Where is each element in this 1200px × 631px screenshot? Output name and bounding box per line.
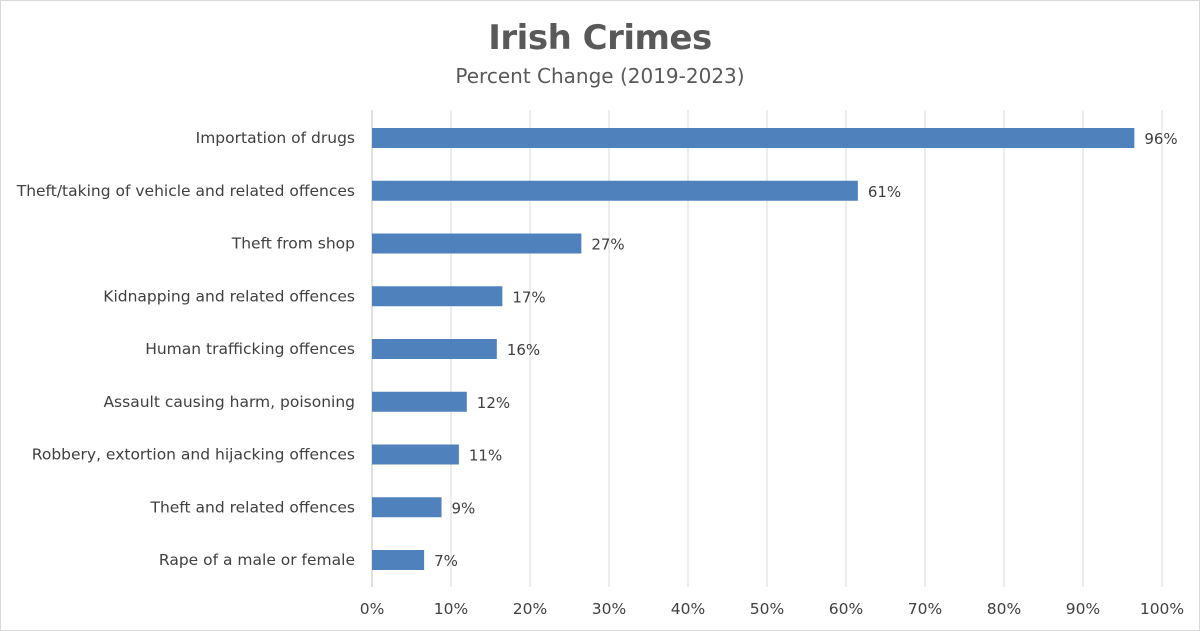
data-label: 9%	[452, 499, 476, 517]
data-label: 96%	[1144, 130, 1177, 148]
data-label: 17%	[512, 288, 545, 306]
x-tick-label: 60%	[829, 600, 863, 618]
data-label: 27%	[591, 236, 624, 254]
chart-title: Irish Crimes	[488, 18, 712, 58]
bar	[372, 233, 582, 254]
category-label: Human trafficking offences	[145, 340, 355, 358]
x-tick-label: 30%	[592, 600, 626, 618]
data-label: 61%	[868, 183, 901, 201]
data-label: 16%	[507, 341, 540, 359]
data-label: 7%	[434, 552, 458, 570]
x-tick-label: 50%	[750, 600, 784, 618]
data-label: 11%	[469, 447, 502, 465]
category-label: Rape of a male or female	[159, 551, 355, 569]
bar	[372, 550, 425, 570]
bar	[372, 391, 467, 412]
category-label: Theft/taking of vehicle and related offe…	[16, 182, 355, 200]
bar	[372, 180, 858, 201]
category-label: Assault causing harm, poisoning	[103, 393, 355, 411]
bar	[372, 339, 497, 359]
x-tick-label: 20%	[513, 600, 547, 618]
bar	[372, 497, 442, 518]
bar	[372, 286, 503, 307]
x-tick-label: 100%	[1140, 600, 1184, 618]
data-label: 12%	[477, 394, 510, 412]
category-label: Robbery, extortion and hijacking offence…	[32, 446, 355, 464]
bar	[372, 128, 1135, 148]
bar	[372, 444, 459, 465]
x-tick-label: 80%	[987, 600, 1021, 618]
category-label: Theft and related offences	[149, 498, 355, 516]
x-tick-label: 70%	[908, 600, 942, 618]
x-tick-label: 40%	[671, 600, 705, 618]
x-tick-label: 10%	[434, 600, 468, 618]
category-label: Theft from shop	[231, 235, 355, 253]
category-label: Importation of drugs	[196, 129, 355, 147]
chart-subtitle: Percent Change (2019-2023)	[455, 64, 745, 88]
category-label: Kidnapping and related offences	[103, 287, 355, 305]
x-tick-label: 0%	[360, 600, 385, 618]
x-tick-label: 90%	[1066, 600, 1100, 618]
